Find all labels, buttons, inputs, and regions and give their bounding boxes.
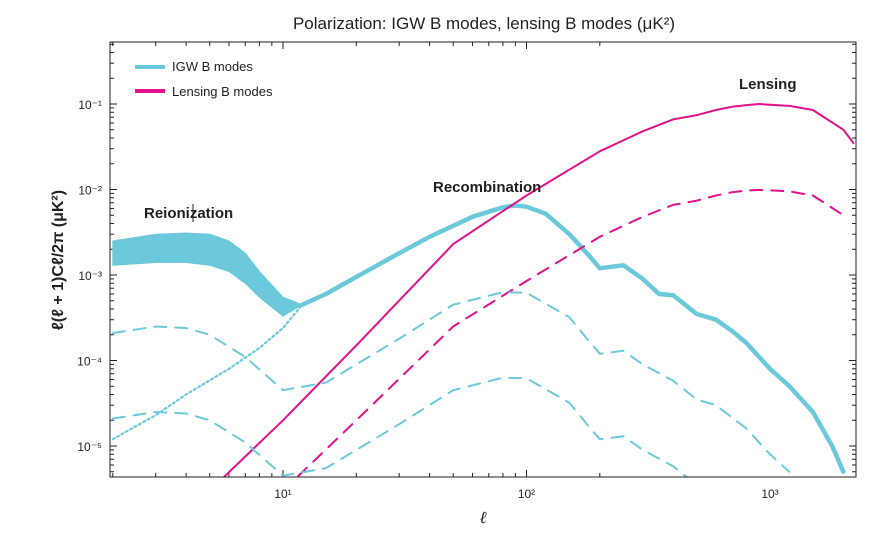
series-igw-dashed-lower (111, 376, 689, 477)
y-tick-label: 10⁻⁵ (77, 440, 102, 454)
legend-label-lensing: Lensing B modes (172, 84, 273, 99)
legend: IGW B modes Lensing B modes (135, 59, 273, 99)
annotation-reionization: Reionization (144, 205, 233, 222)
tick-labels: 10¹ 10² 10³ 10⁻¹ 10⁻² 10⁻³ 10⁻⁴ 10⁻⁵ (77, 98, 779, 501)
series-lensing-solid (222, 103, 855, 477)
annotation-recombination: Recombination (433, 179, 541, 196)
x-axis-label: ℓ (479, 508, 486, 527)
series-igw-dashed-upper (111, 291, 791, 473)
y-tick-label: 10⁻¹ (78, 98, 102, 112)
series-lensing-dashed (295, 188, 845, 477)
plot-frame (109, 41, 857, 478)
y-tick-label: 10⁻² (78, 184, 102, 198)
axis-ticks (110, 42, 856, 477)
x-tick-label: 10² (518, 487, 535, 501)
annotation-lensing: Lensing (739, 76, 797, 93)
y-tick-label: 10⁻³ (78, 269, 102, 283)
series-igw-dotted (111, 303, 304, 441)
y-axis-label: ℓ(ℓ + 1)Cℓ/2π (μK²) (50, 190, 67, 330)
legend-label-igw: IGW B modes (172, 59, 253, 74)
chart-title: Polarization: IGW B modes, lensing B mod… (293, 14, 675, 33)
x-tick-label: 10³ (761, 487, 778, 501)
x-tick-label: 10¹ (274, 487, 291, 501)
plot-area (111, 103, 855, 477)
series-igw-thick (300, 203, 846, 474)
y-tick-label: 10⁻⁴ (77, 355, 102, 369)
reionization-band (112, 232, 304, 317)
